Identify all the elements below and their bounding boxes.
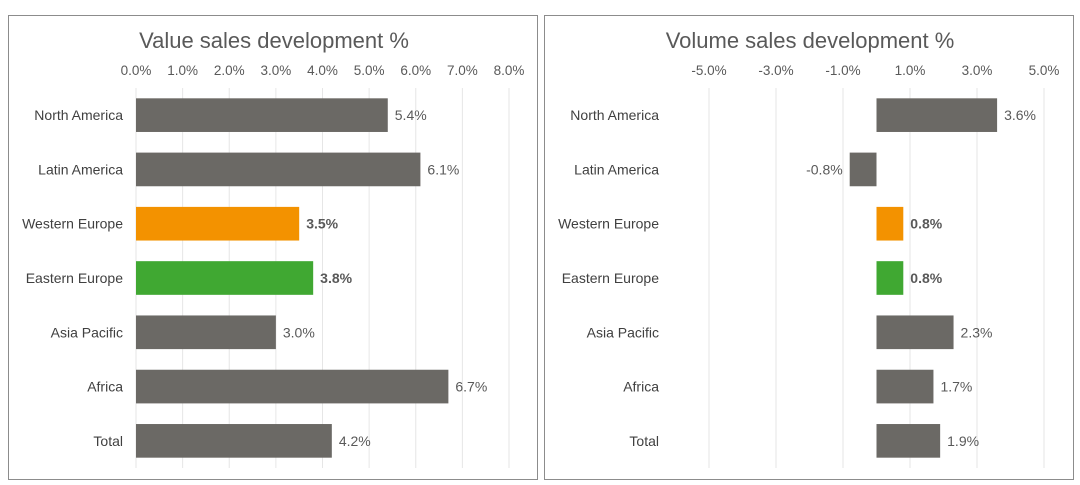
data-label: 3.5%: [306, 216, 338, 232]
category-label: North America: [34, 107, 123, 123]
data-label: 3.8%: [320, 270, 352, 286]
x-tick-label: -1.0%: [825, 63, 860, 78]
value-sales-chart-panel: Value sales development % 0.0% 1.0% 2.0% 3.…: [8, 15, 538, 480]
chart-title: Volume sales development %: [666, 28, 955, 53]
x-tick-label: 3.0%: [260, 63, 291, 78]
bar: [876, 424, 941, 458]
category-label: Asia Pacific: [51, 324, 123, 340]
data-label: 2.3%: [961, 324, 993, 340]
x-tick-label: 8.0%: [494, 63, 525, 78]
x-tick-label: 6.0%: [400, 63, 431, 78]
data-label: 0.8%: [910, 270, 942, 286]
bar: [849, 152, 877, 187]
volume-sales-chart-panel: Volume sales development % -5.0% -3.0% -1.…: [544, 15, 1074, 480]
category-label: Asia Pacific: [587, 324, 659, 340]
data-label: 0.8%: [910, 216, 942, 232]
x-tick-label: 3.0%: [962, 63, 993, 78]
bar: [876, 261, 904, 295]
value-sales-chart: Value sales development % 0.0% 1.0% 2.0% 3.…: [22, 28, 525, 468]
bar: [136, 98, 388, 132]
data-label: 6.1%: [427, 161, 459, 177]
category-label: Total: [629, 433, 659, 449]
bar: [136, 424, 332, 458]
bar: [136, 152, 421, 187]
chart-title: Value sales development %: [139, 28, 409, 53]
category-label: Africa: [87, 379, 123, 395]
x-tick-label: 0.0%: [121, 63, 152, 78]
data-label: 4.2%: [339, 433, 371, 449]
data-label: 3.0%: [283, 324, 315, 340]
x-tick-label: -5.0%: [691, 63, 726, 78]
x-tick-label: 5.0%: [1029, 63, 1060, 78]
category-label: Western Europe: [558, 216, 659, 232]
x-tick-label: 1.0%: [167, 63, 198, 78]
data-label: 6.7%: [455, 379, 487, 395]
bar: [136, 206, 300, 241]
category-label: Latin America: [38, 161, 123, 177]
category-label: North America: [570, 107, 659, 123]
x-tick-label: 5.0%: [354, 63, 385, 78]
category-label: Latin America: [574, 161, 659, 177]
category-label: Eastern Europe: [26, 270, 123, 286]
category-label: Total: [93, 433, 123, 449]
data-label: 3.6%: [1004, 107, 1036, 123]
bar: [136, 369, 449, 404]
bar: [876, 315, 954, 350]
category-label: Africa: [623, 379, 659, 395]
x-tick-label: 7.0%: [447, 63, 478, 78]
x-tick-label: 1.0%: [895, 63, 926, 78]
x-tick-label: -3.0%: [758, 63, 793, 78]
data-label: 5.4%: [395, 107, 427, 123]
bar: [876, 206, 904, 241]
bar: [876, 369, 934, 404]
data-label: -0.8%: [806, 161, 843, 177]
bar: [136, 315, 276, 350]
x-tick-label: 2.0%: [214, 63, 245, 78]
category-label: Eastern Europe: [562, 270, 659, 286]
bar: [136, 261, 314, 295]
data-label: 1.9%: [947, 433, 979, 449]
data-label: 1.7%: [940, 379, 972, 395]
category-label: Western Europe: [22, 216, 123, 232]
x-tick-label: 4.0%: [307, 63, 338, 78]
bar: [876, 98, 998, 132]
volume-sales-chart: Volume sales development % -5.0% -3.0% -1.…: [558, 28, 1060, 468]
